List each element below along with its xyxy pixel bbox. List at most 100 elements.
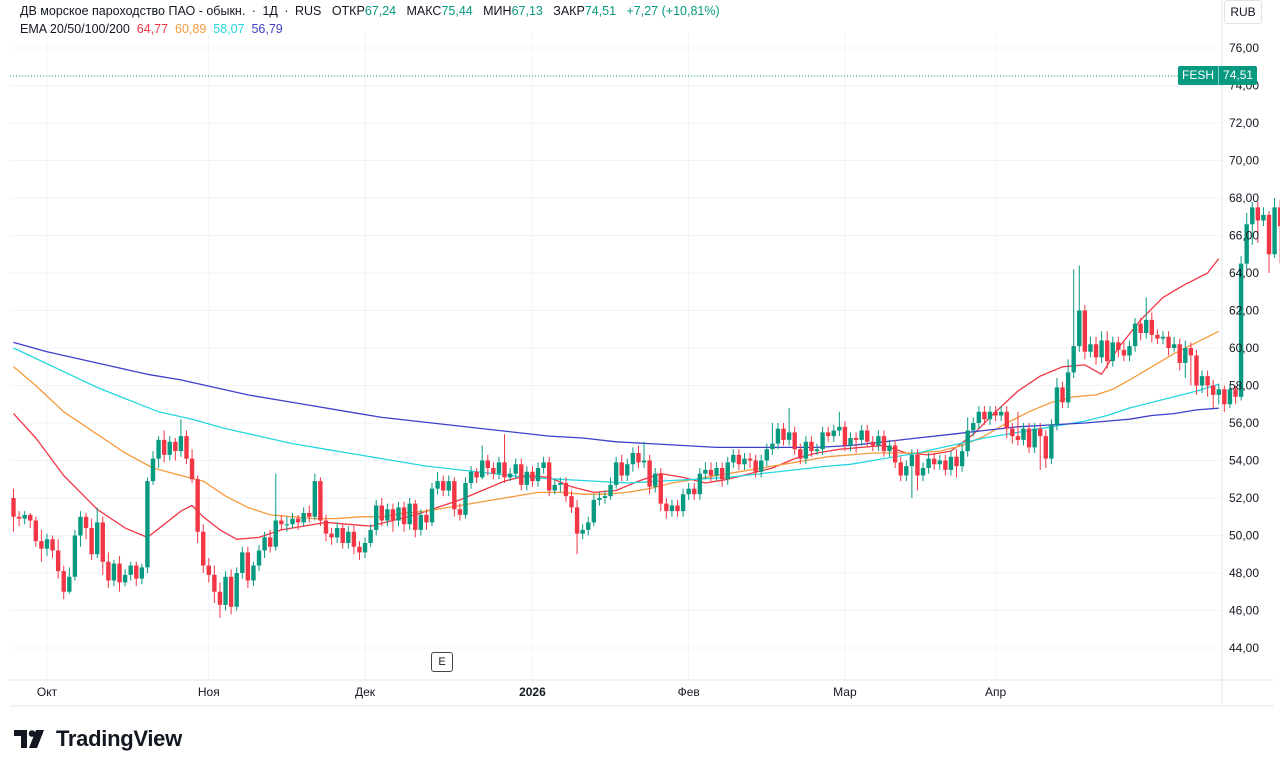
candle-body: [686, 488, 691, 495]
candle-body: [374, 505, 379, 530]
candle-body: [653, 473, 658, 487]
candle-body: [546, 462, 552, 491]
candle-body: [318, 481, 323, 521]
candle-body: [1026, 428, 1032, 448]
candle-body: [267, 537, 273, 547]
candle-body: [418, 514, 424, 530]
candle-body: [1010, 428, 1015, 437]
candle-body: [803, 441, 809, 459]
candle-body: [89, 528, 94, 555]
symbol-title[interactable]: ДВ морское пароходство ПАО - обыкн.: [20, 4, 246, 18]
candle-body: [1049, 424, 1054, 459]
candle-body: [28, 514, 33, 521]
candle-body: [809, 441, 814, 452]
candle-body: [1038, 428, 1043, 437]
candle-body: [591, 499, 597, 523]
earnings-event-marker[interactable]: E: [431, 652, 453, 672]
candle-body: [78, 516, 83, 536]
ema-indicator-label[interactable]: EMA 20/50/100/200: [20, 22, 130, 36]
candle-body: [764, 449, 769, 461]
candle-body: [201, 531, 206, 566]
candle-body: [825, 432, 831, 437]
candle-body: [150, 458, 156, 482]
candle-body: [563, 483, 569, 497]
price-tag-ticker: FESH: [1182, 68, 1215, 82]
currency-button[interactable]: RUB: [1224, 0, 1262, 24]
candle-body: [948, 456, 954, 470]
tradingview-branding[interactable]: TradingView: [14, 726, 182, 752]
candle-body: [262, 537, 267, 551]
candle-body: [798, 449, 803, 459]
candle-body: [625, 464, 630, 476]
candle-body: [396, 507, 401, 521]
candle-body: [1211, 385, 1216, 395]
candle-body: [329, 533, 334, 538]
candle-body: [22, 514, 27, 519]
legend-ema-row: EMA 20/50/100/200 64,77 60,89 58,07 56,7…: [20, 20, 720, 38]
candle-body: [390, 509, 396, 521]
candle-body: [16, 516, 22, 519]
candle-body: [284, 524, 290, 526]
candle-body: [1077, 310, 1082, 347]
candle-body: [887, 445, 892, 452]
price-tag-value: 74,51: [1223, 68, 1254, 82]
ohlc-open-value: 67,24: [364, 4, 397, 18]
candle-body: [357, 546, 362, 553]
candle-body: [904, 466, 909, 476]
candle-body: [55, 550, 61, 572]
ohlc-close-label: ЗАКР: [553, 4, 585, 18]
candle-body: [334, 528, 340, 538]
candle-body: [703, 469, 708, 474]
candle-body: [982, 411, 987, 420]
interval-label[interactable]: 1Д: [262, 4, 278, 18]
candle-body: [937, 460, 942, 465]
candle-body: [680, 494, 686, 512]
candle-body: [1194, 355, 1199, 386]
time-axis-label: Фев: [678, 685, 700, 699]
candle-body: [759, 460, 764, 472]
candle-body: [569, 496, 574, 508]
legend-separator: ·: [251, 4, 256, 18]
time-axis-label: Дек: [355, 685, 376, 699]
candle-body: [368, 529, 373, 543]
candle-body: [245, 552, 251, 581]
candle-body: [831, 430, 836, 437]
candle-body: [636, 453, 641, 463]
candle-body: [848, 438, 853, 446]
candle-body: [195, 479, 200, 532]
price-axis-label: 50,00: [1229, 529, 1259, 543]
candle-body: [279, 520, 284, 525]
candle-body: [1205, 376, 1210, 386]
candle-body: [1183, 348, 1188, 363]
candle-body: [786, 432, 792, 440]
chart-legend: ДВ морское пароходство ПАО - обыкн. · 1Д…: [20, 2, 720, 38]
candle-body: [1238, 263, 1244, 397]
ohlc-high-value: 75,44: [441, 4, 473, 18]
price-axis-label: 68,00: [1229, 191, 1259, 205]
price-axis-label: 56,00: [1229, 416, 1259, 430]
ema20-value: 64,77: [136, 22, 169, 36]
candle-body: [1082, 310, 1088, 352]
candle-body: [507, 473, 513, 478]
price-change: +7,27 (+10,81%): [626, 4, 720, 18]
ema200-value: 56,79: [251, 22, 283, 36]
time-axis-label: Апр: [985, 685, 1007, 699]
candle-body: [1272, 207, 1277, 255]
candle-body: [932, 458, 937, 465]
candle-body: [50, 539, 55, 551]
candle-body: [474, 471, 479, 478]
candle-body: [413, 503, 418, 530]
price-tag-divider: [1218, 66, 1220, 85]
candle-body: [881, 436, 887, 452]
candle-body: [597, 498, 602, 500]
candle-body: [379, 505, 384, 521]
candle-body: [1015, 436, 1021, 440]
candle-body: [1132, 323, 1138, 347]
candle-body: [189, 458, 195, 480]
candle-body: [1127, 346, 1132, 356]
candle-body: [987, 411, 993, 420]
candle-body: [217, 591, 223, 605]
candle-body: [837, 426, 842, 431]
